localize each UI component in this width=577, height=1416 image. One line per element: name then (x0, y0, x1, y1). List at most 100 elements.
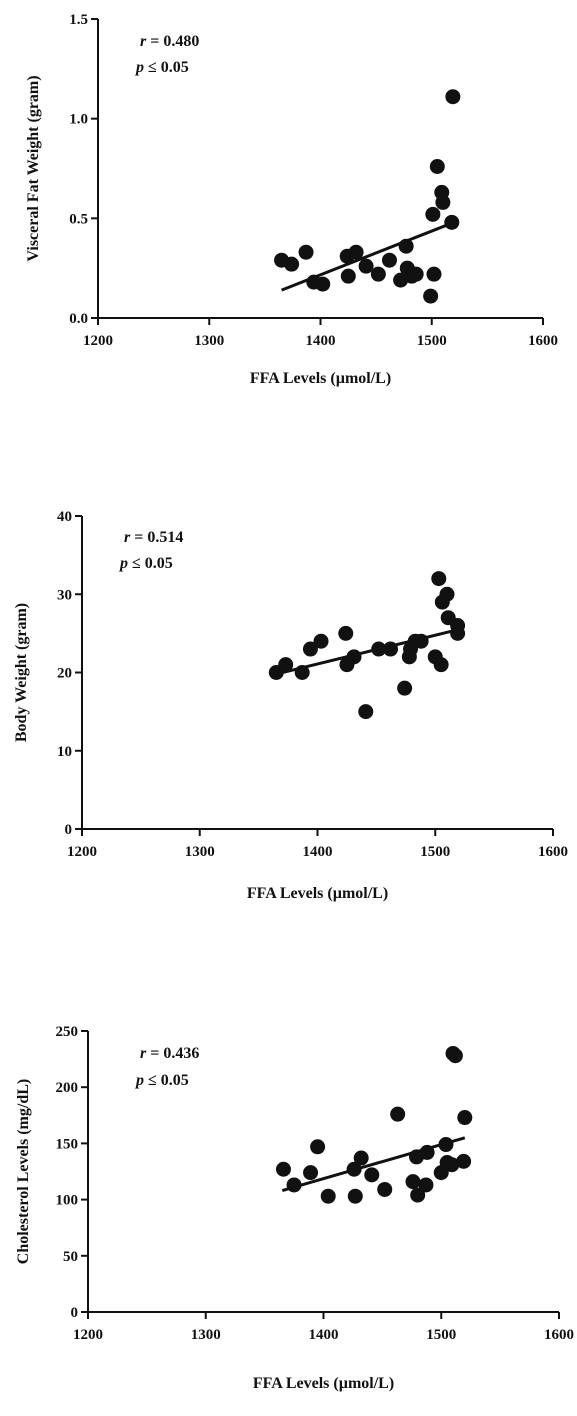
data-point (456, 1153, 472, 1169)
data-point (435, 194, 451, 210)
data-point (370, 266, 386, 282)
data-point (303, 1165, 319, 1181)
x-tick-label: 1600 (538, 844, 568, 860)
data-point (408, 266, 424, 282)
y-tick-label: 1.5 (69, 12, 88, 28)
p-symbol: p (134, 59, 144, 76)
regression-line (281, 1136, 466, 1193)
p-value: ≤ 0.05 (144, 1072, 189, 1089)
y-tick-label: 150 (56, 1136, 79, 1152)
data-point (310, 1139, 326, 1155)
data-point (431, 571, 447, 587)
correlation-coefficient: r = 0.480 (140, 33, 199, 50)
visceral-fat-panel: 0.0 0.5 1.0 1.5 1200 1300 1400 1500 1600 FFA Leve… (25, 12, 558, 387)
p-symbol: p (134, 1072, 144, 1089)
y-tick-label: 250 (56, 1024, 79, 1040)
data-point (358, 704, 374, 720)
data-point (298, 244, 314, 260)
data-point (340, 268, 356, 284)
y-tick-label: 0.5 (69, 211, 88, 227)
data-point (450, 625, 466, 641)
x-tick-label: 1300 (194, 333, 224, 349)
y-tick-label: 10 (57, 744, 72, 760)
y-tick-label: 0 (71, 1305, 79, 1321)
x-tick-label: 1400 (303, 844, 333, 860)
p-value: ≤ 0.05 (128, 555, 173, 572)
data-point (284, 256, 300, 272)
data-point (377, 1181, 393, 1197)
x-tick-label: 1200 (83, 333, 113, 349)
y-tick-label: 50 (63, 1249, 78, 1265)
data-point (444, 1157, 460, 1173)
correlation-coefficient: r = 0.514 (124, 529, 183, 546)
x-tick-label: 1200 (73, 1327, 103, 1343)
y-tick-label: 200 (56, 1080, 79, 1096)
data-point (275, 1161, 291, 1177)
data-point (410, 1187, 426, 1203)
r-value: = 0.436 (146, 1045, 199, 1062)
y-axis-title: Visceral Fat Weight (gram) (25, 75, 42, 261)
data-point (429, 159, 445, 175)
body-weight-panel: 0 10 20 30 40 1200 1300 1400 1500 1600 FFA Levels … (13, 509, 568, 902)
y-tick-label: 20 (57, 666, 72, 682)
correlation-coefficient: r = 0.436 (140, 1045, 199, 1062)
p-value-annotation: p ≤ 0.05 (134, 59, 189, 76)
data-point (348, 244, 364, 260)
data-point (302, 641, 318, 657)
data-point (390, 1106, 406, 1122)
y-axis-title: Body Weight (gram) (13, 603, 30, 742)
data-point (418, 1177, 434, 1193)
y-tick-label: 0.0 (69, 311, 88, 327)
data-point (445, 89, 461, 105)
data-point (439, 586, 455, 602)
data-point (315, 276, 331, 292)
data-point (364, 1167, 380, 1183)
y-tick-label: 40 (57, 509, 72, 525)
x-tick-label: 1300 (185, 844, 215, 860)
regression-line (275, 628, 460, 676)
data-point (423, 288, 439, 304)
x-tick-label: 1400 (306, 333, 336, 349)
r-symbol: r (140, 33, 147, 50)
p-value: ≤ 0.05 (144, 59, 189, 76)
y-tick-label: 0 (65, 822, 73, 838)
data-point (433, 657, 449, 673)
x-tick-label: 1300 (191, 1327, 221, 1343)
data-point (457, 1110, 473, 1126)
p-value-annotation: p ≤ 0.05 (134, 1072, 189, 1089)
data-point (347, 1188, 363, 1204)
x-tick-label: 1600 (528, 333, 558, 349)
data-point (447, 1048, 463, 1064)
data-point (405, 1174, 421, 1190)
data-point (397, 680, 413, 696)
x-tick-label: 1200 (67, 844, 97, 860)
y-tick-label: 30 (57, 587, 72, 603)
y-tick-label: 100 (56, 1193, 79, 1209)
r-value: = 0.514 (130, 529, 183, 546)
data-point (313, 633, 329, 649)
data-point (358, 258, 374, 274)
x-tick-label: 1500 (417, 333, 447, 349)
data-point (426, 266, 442, 282)
x-axis-title: FFA Levels (µmol/L) (250, 370, 391, 387)
data-point (320, 1188, 336, 1204)
y-axis-title: Cholesterol Levels (mg/dL) (15, 1079, 32, 1264)
regression-line (281, 220, 455, 292)
r-value: = 0.480 (146, 33, 199, 50)
data-point (425, 206, 441, 222)
x-axis-title: FFA Levels (µmol/L) (253, 1375, 394, 1392)
data-point (381, 252, 397, 268)
x-axis-title: FFA Levels (µmol/L) (247, 885, 388, 902)
data-point (338, 625, 354, 641)
data-point (278, 657, 294, 673)
r-symbol: r (124, 529, 131, 546)
x-tick-label: 1500 (426, 1327, 456, 1343)
p-symbol: p (118, 555, 128, 572)
r-symbol: r (140, 1045, 147, 1062)
y-tick-label: 1.0 (69, 112, 88, 128)
cholesterol-panel: 0 50 100 150 200 250 1200 1300 1400 1500 1600 FFA L… (15, 1024, 574, 1392)
p-value-annotation: p ≤ 0.05 (118, 555, 173, 572)
x-tick-label: 1500 (420, 844, 450, 860)
data-point (353, 1150, 369, 1166)
